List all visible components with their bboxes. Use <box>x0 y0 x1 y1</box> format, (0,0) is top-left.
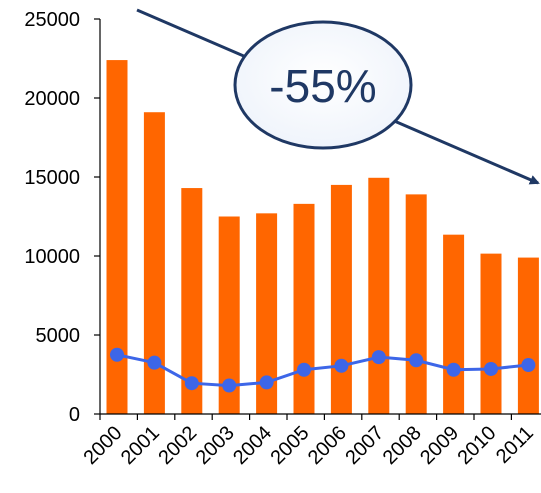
line-point-2001 <box>147 355 162 370</box>
x-tick-label: 2002 <box>154 422 201 469</box>
x-tick-label: 2008 <box>379 422 426 469</box>
y-tick-label: 20000 <box>24 88 80 110</box>
line-point-2007 <box>371 350 386 365</box>
line-series <box>116 353 529 388</box>
line-point-2006 <box>334 358 349 373</box>
y-tick-label: 10000 <box>24 246 80 268</box>
callout-ellipse <box>233 20 413 150</box>
bar-2001 <box>143 112 165 414</box>
y-tick-label: 15000 <box>24 167 80 189</box>
callout-label: -55% <box>269 60 376 112</box>
bar-2000 <box>106 60 128 415</box>
bar-2009 <box>443 234 465 414</box>
x-tick-label: 2009 <box>416 422 463 469</box>
bar-2004 <box>256 213 278 414</box>
x-tick-label: 2000 <box>80 422 127 469</box>
line-point-2010 <box>484 361 498 376</box>
x-tick-label: 2003 <box>192 422 239 469</box>
y-tick-label: 5000 <box>36 325 81 347</box>
x-tick-label: 2005 <box>267 422 314 469</box>
x-tick-label: 2010 <box>454 422 501 469</box>
y-tick-label: 0 <box>69 404 80 426</box>
x-tick-label: 2007 <box>341 422 388 469</box>
line-point-2011 <box>521 358 536 373</box>
line-point-2009 <box>446 362 461 377</box>
line-point-2002 <box>184 376 199 391</box>
line-point-2003 <box>222 378 237 393</box>
bar-2002 <box>181 188 203 414</box>
line-point-2004 <box>259 375 274 390</box>
x-tick-label: 2004 <box>229 422 276 469</box>
x-tick-label: 2006 <box>304 422 351 469</box>
y-tick-label: 25000 <box>24 9 80 31</box>
x-tick-label: 2001 <box>117 422 164 469</box>
line-layer <box>110 347 536 393</box>
bar-2005 <box>293 203 315 414</box>
bar-2008 <box>405 194 427 414</box>
line-point-2000 <box>110 347 124 362</box>
x-tick-label: 2011 <box>492 422 538 468</box>
line-point-2005 <box>297 362 311 377</box>
bar-2006 <box>330 184 352 414</box>
bar-2010 <box>480 253 502 414</box>
bar-2011 <box>517 257 539 414</box>
axes-layer <box>99 19 541 415</box>
line-point-2008 <box>409 353 424 368</box>
bar-2007 <box>368 177 390 414</box>
bar-2003 <box>218 216 240 414</box>
